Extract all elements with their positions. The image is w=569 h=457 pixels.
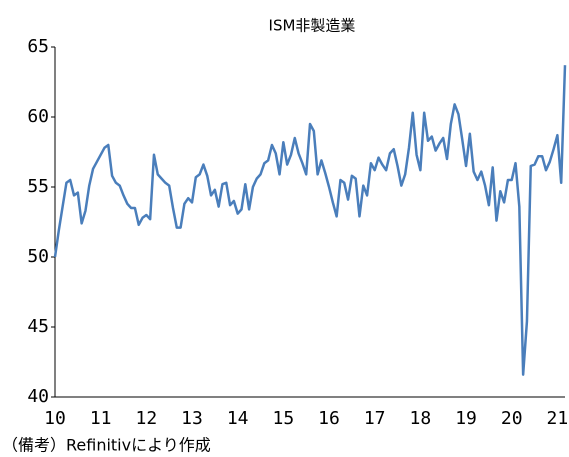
data-line [53,65,567,376]
x-tick-label: 20 [501,408,523,429]
x-tick-label: 16 [318,408,340,429]
x-tick-label: 11 [90,408,112,429]
y-tick-label: 50 [27,246,49,267]
x-tick-label: 17 [364,408,386,429]
x-tick-label: 12 [135,408,157,429]
chart-title: ISM非製造業 [269,17,356,35]
y-tick-label: 60 [27,106,49,127]
x-tick-label: 19 [455,408,477,429]
y-tick-label: 40 [27,386,49,407]
note: （備考）Refinitivにより作成 [2,436,211,455]
x-tick-label: 14 [227,408,249,429]
x-tick-label: 13 [181,408,203,429]
y-tick-label: 45 [27,316,49,337]
x-tick-label: 10 [44,408,66,429]
x-tick-label: 21 [547,408,569,429]
y-tick-label: 55 [27,176,49,197]
x-tick-label: 18 [410,408,432,429]
y-tick-label: 65 [27,36,49,57]
x-tick-label: 15 [273,408,295,429]
